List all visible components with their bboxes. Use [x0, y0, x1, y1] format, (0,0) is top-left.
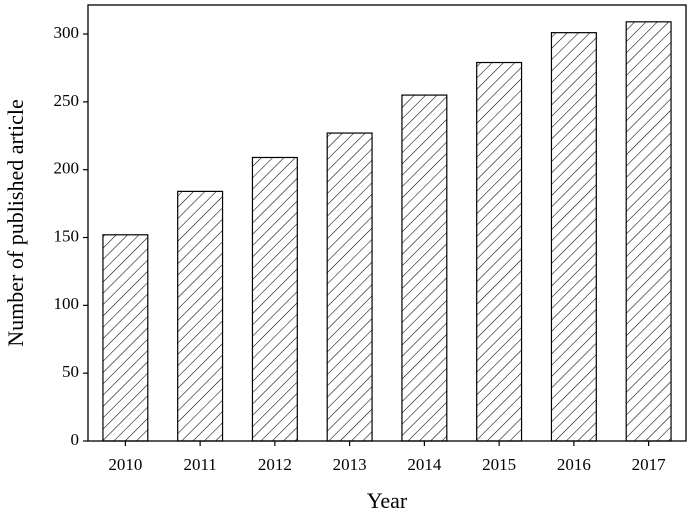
- x-tick-label: 2015: [482, 455, 516, 474]
- x-tick-label: 2010: [108, 455, 142, 474]
- y-tick-label: 250: [54, 91, 80, 110]
- bar: [476, 61, 523, 442]
- x-tick-label: 2014: [407, 455, 442, 474]
- bar: [326, 132, 373, 442]
- y-tick-label: 100: [54, 294, 80, 313]
- bar: [102, 234, 149, 442]
- y-tick-label: 0: [71, 430, 80, 449]
- x-tick-label: 2016: [557, 455, 591, 474]
- x-tick-label: 2011: [183, 455, 216, 474]
- x-axis-title: Year: [367, 488, 408, 513]
- y-tick-label: 200: [54, 159, 80, 178]
- y-tick-label: 150: [54, 226, 80, 245]
- bar: [625, 21, 672, 442]
- x-tick-label: 2012: [258, 455, 292, 474]
- bar: [401, 94, 448, 442]
- bar: [251, 156, 298, 442]
- x-tick-label: 2017: [632, 455, 667, 474]
- plot-frame: [87, 4, 687, 442]
- y-axis-title: Number of published article: [3, 99, 28, 346]
- bar: [177, 190, 224, 442]
- y-tick-label: 300: [54, 23, 80, 42]
- y-tick-label: 50: [62, 362, 79, 381]
- x-tick-label: 2013: [333, 455, 367, 474]
- bar: [550, 32, 597, 442]
